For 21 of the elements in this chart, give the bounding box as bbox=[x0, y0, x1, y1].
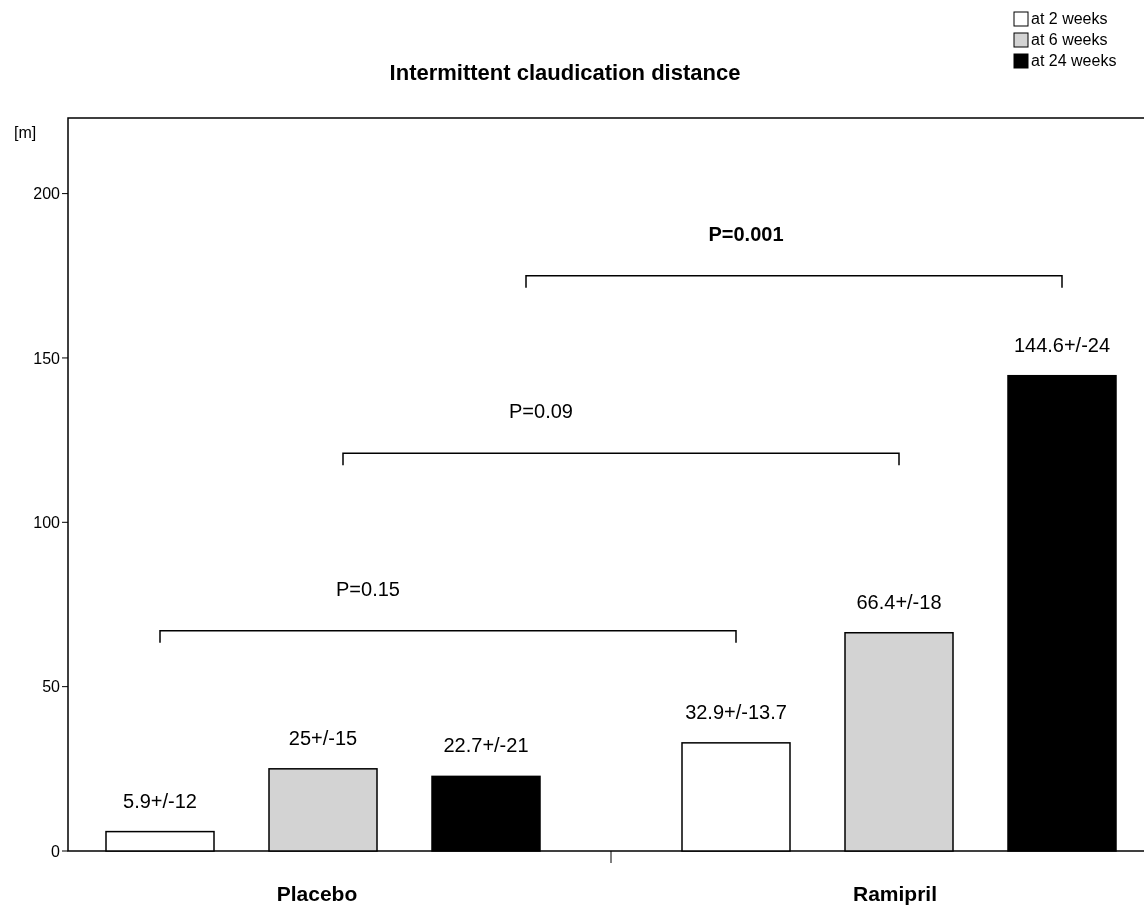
annotation: P=0.15 bbox=[336, 577, 400, 600]
annotation: P=0.001 bbox=[708, 222, 784, 245]
data-label: 32.9+/-13.7 bbox=[685, 700, 787, 723]
y-tick-label: 150 bbox=[33, 349, 61, 367]
y-tick-label: 0 bbox=[51, 842, 61, 860]
legend-label: at 24 weeks bbox=[1031, 52, 1117, 69]
annotation: P=0.09 bbox=[509, 400, 573, 423]
y-axis-title: [m] bbox=[14, 124, 37, 141]
x-tick-label: Ramipril bbox=[852, 882, 938, 905]
legend-label: at 2 weeks bbox=[1031, 10, 1108, 27]
data-label: 22.7+/-21 bbox=[443, 734, 529, 757]
y-tick-label: 200 bbox=[33, 185, 61, 203]
legend-label: at 6 weeks bbox=[1031, 31, 1108, 48]
data-label: 144.6+/-24 bbox=[1013, 333, 1111, 356]
y-tick-label: 50 bbox=[42, 678, 61, 696]
chart-title: Intermittent claudication distance bbox=[389, 60, 741, 85]
data-label: 66.4+/-18 bbox=[856, 590, 942, 613]
data-label: 25+/-15 bbox=[288, 726, 358, 749]
x-tick-label: Placebo bbox=[276, 882, 358, 905]
data-label: 5.9+/-12 bbox=[123, 789, 197, 812]
y-tick-label: 100 bbox=[33, 513, 61, 531]
